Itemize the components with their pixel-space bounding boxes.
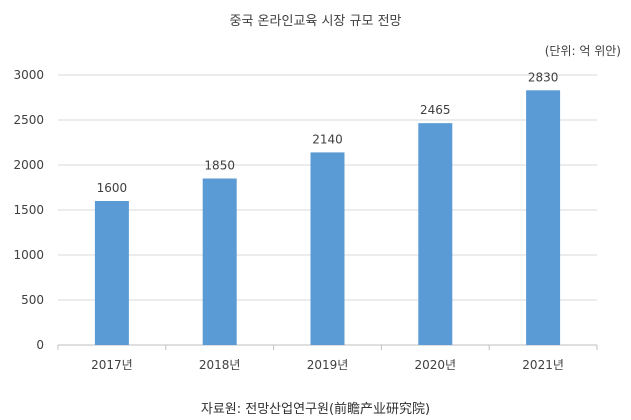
y-tick-label: 1500 (13, 203, 44, 217)
bar (94, 201, 129, 345)
x-tick-label: 2018년 (199, 358, 241, 372)
data-label: 2465 (420, 103, 451, 117)
bar (310, 152, 345, 345)
x-tick-label: 2017년 (91, 358, 133, 372)
bar (526, 90, 561, 345)
data-label: 1850 (204, 159, 235, 173)
unit-label: (단위: 억 위안) (544, 44, 621, 58)
bar (202, 178, 237, 345)
x-tick-label: 2021년 (522, 358, 564, 372)
x-tick-label: 2019년 (307, 358, 349, 372)
y-tick-label: 1000 (13, 248, 44, 262)
chart-title: 중국 온라인교육 시장 규모 전망 (229, 14, 402, 29)
y-tick-label: 500 (21, 293, 44, 307)
data-label: 1600 (97, 181, 128, 195)
y-tick-label: 2500 (13, 113, 44, 127)
data-label: 2140 (312, 132, 343, 146)
y-tick-label: 3000 (13, 68, 44, 82)
y-tick-label: 0 (36, 338, 44, 352)
y-tick-label: 2000 (13, 158, 44, 172)
bar (418, 123, 453, 346)
data-label: 2830 (528, 70, 559, 84)
source-note: 자료원: 전망산업연구원(前瞻产业研究院) (200, 402, 431, 417)
x-tick-label: 2020년 (415, 358, 457, 372)
